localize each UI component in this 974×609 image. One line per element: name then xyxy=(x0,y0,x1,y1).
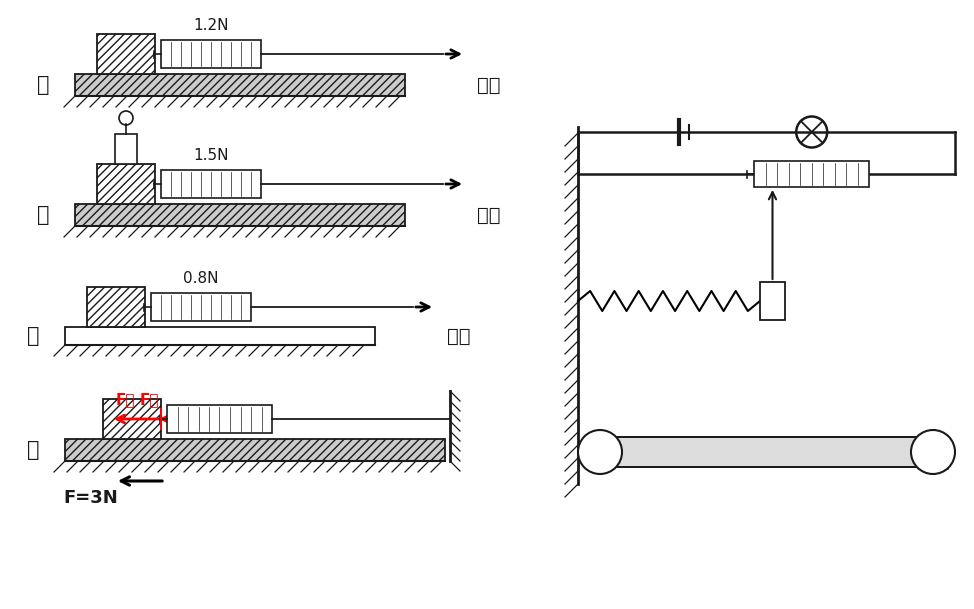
Bar xyxy=(600,437,933,467)
Text: 1.5N: 1.5N xyxy=(193,148,229,163)
Text: 木板: 木板 xyxy=(477,205,501,225)
Text: 甲: 甲 xyxy=(37,75,50,95)
Bar xyxy=(65,439,445,461)
Text: 玻璃: 玻璃 xyxy=(447,326,470,345)
Text: F摩: F摩 xyxy=(115,392,134,407)
Text: 1.2N: 1.2N xyxy=(193,18,229,33)
Bar xyxy=(75,74,405,96)
Text: 丙: 丙 xyxy=(26,326,39,346)
Bar xyxy=(75,204,405,226)
Text: 乙: 乙 xyxy=(37,205,50,225)
Bar xyxy=(97,164,155,204)
Text: 木板: 木板 xyxy=(477,76,501,94)
Bar xyxy=(151,293,251,321)
Bar xyxy=(103,399,161,439)
Bar xyxy=(161,170,261,198)
Text: F拉: F拉 xyxy=(139,392,159,407)
Circle shape xyxy=(578,430,622,474)
Bar xyxy=(97,34,155,74)
Bar xyxy=(167,405,272,433)
Bar xyxy=(87,287,145,327)
Circle shape xyxy=(911,430,955,474)
Bar xyxy=(65,327,375,345)
Bar xyxy=(115,134,137,164)
Text: 0.8N: 0.8N xyxy=(183,271,219,286)
Bar xyxy=(760,282,785,320)
Bar xyxy=(161,40,261,68)
Bar xyxy=(754,161,869,187)
Text: 丁: 丁 xyxy=(26,440,39,460)
Text: F=3N: F=3N xyxy=(63,489,118,507)
